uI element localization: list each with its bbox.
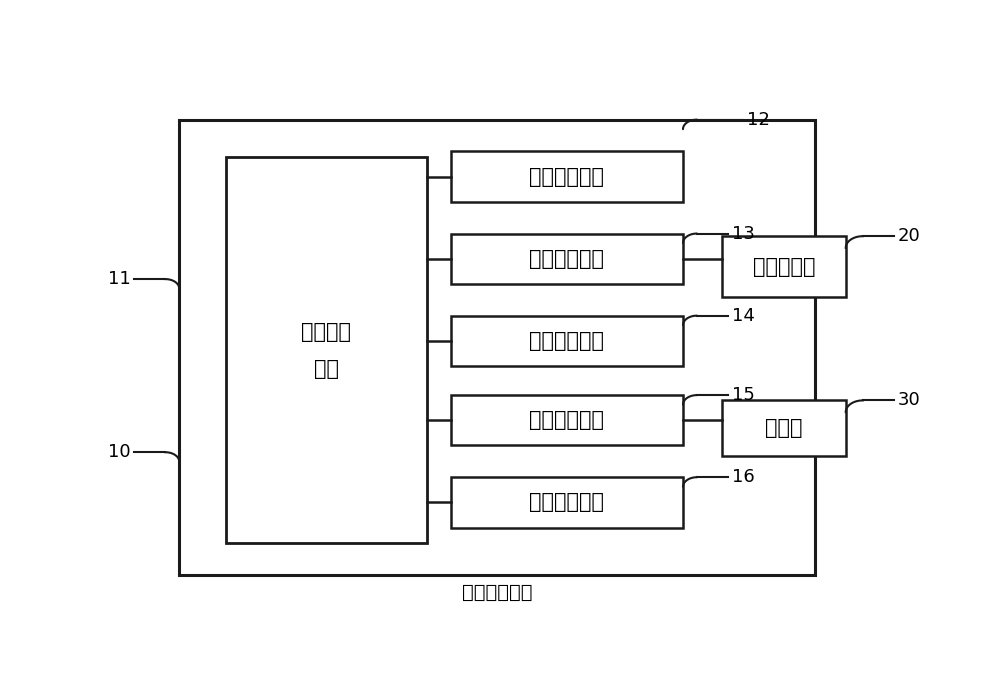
Text: 20: 20 [898, 227, 920, 245]
Bar [450, 477, 683, 528]
Text: 30: 30 [898, 391, 920, 409]
Text: 数据处理: 数据处理 [302, 321, 352, 341]
Bar [226, 157, 427, 544]
Bar [450, 395, 683, 445]
Text: 10: 10 [108, 443, 130, 461]
Bar [722, 236, 846, 297]
Text: 电容检测模块: 电容检测模块 [529, 248, 604, 269]
Text: 温度感应模块: 温度感应模块 [529, 166, 604, 186]
Text: 离手感应垫: 离手感应垫 [753, 257, 815, 277]
Text: 16: 16 [732, 469, 755, 486]
Bar [450, 151, 683, 202]
Text: 模块: 模块 [314, 358, 339, 378]
Text: 电压检测模块: 电压检测模块 [529, 331, 604, 351]
Text: 15: 15 [732, 386, 755, 404]
Text: 加热垫: 加热垫 [765, 418, 802, 438]
Text: 14: 14 [732, 307, 755, 325]
Text: 13: 13 [732, 224, 755, 243]
Text: 电子控制装置: 电子控制装置 [462, 583, 532, 602]
Bar [179, 120, 815, 575]
Text: 12: 12 [747, 111, 770, 129]
Text: 电流检测模块: 电流检测模块 [529, 493, 604, 513]
Bar [450, 316, 683, 366]
Bar [450, 233, 683, 284]
Bar [722, 400, 846, 456]
Text: 11: 11 [108, 270, 130, 288]
Text: 加热驱动模块: 加热驱动模块 [529, 410, 604, 430]
